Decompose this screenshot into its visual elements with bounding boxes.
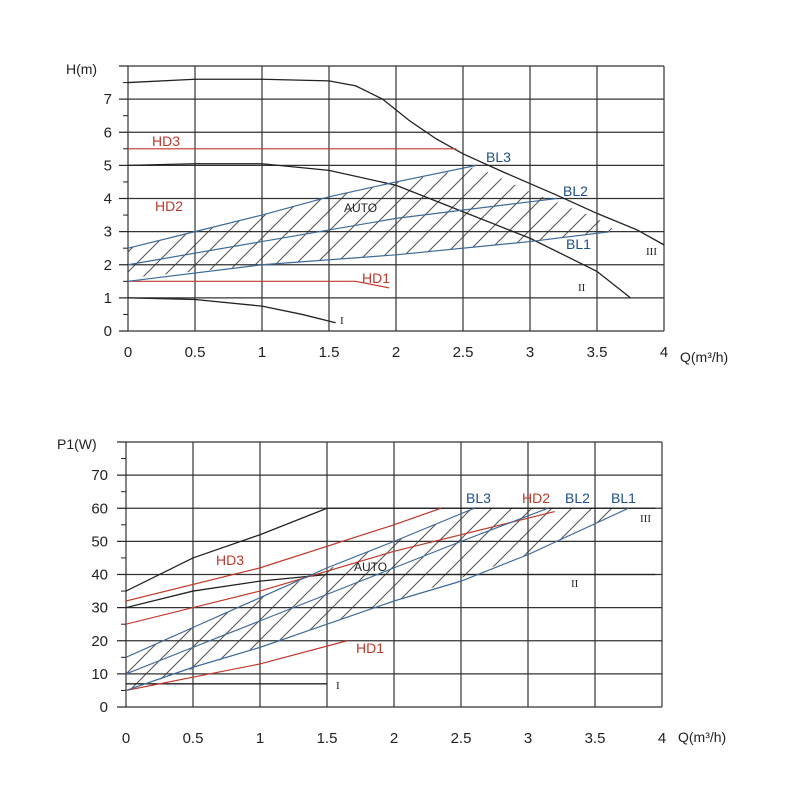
chart-power: 0 10 20 30 40 50 60 70 0 0.5 1 1.5 2 2.5 3 3.5 4 P1(W) Q(m… bbox=[57, 436, 726, 747]
x-tick-label: 2.5 bbox=[451, 730, 472, 747]
y-tick-label: 30 bbox=[91, 600, 108, 617]
curve-bl3 bbox=[125, 507, 475, 658]
chart-head: 0 1 2 3 4 5 6 7 0 0.5 1 1.5 2 2.5 3 3.5 4 H(m) Q(m³/h) HD3 H… bbox=[66, 61, 728, 365]
y-axis-label: P1(W) bbox=[57, 436, 97, 452]
x-tick-label: 1 bbox=[256, 730, 264, 747]
y-tick-label: 6 bbox=[104, 124, 112, 141]
label-i: I bbox=[336, 680, 340, 692]
x-tick-label: 3 bbox=[524, 730, 532, 747]
y-tick-label: 70 bbox=[91, 467, 108, 484]
x-tick-label: 4 bbox=[660, 344, 668, 361]
y-tick-label: 4 bbox=[104, 191, 112, 208]
x-tick-label: 2.5 bbox=[453, 344, 474, 361]
y-tick-label: 20 bbox=[91, 633, 108, 650]
curve-bl2 bbox=[125, 507, 549, 675]
y-tick-label: 0 bbox=[100, 699, 108, 716]
label-hd1: HD1 bbox=[362, 270, 390, 286]
label-hd2: HD2 bbox=[155, 198, 183, 214]
label-iii: III bbox=[640, 513, 651, 525]
label-hd2: HD2 bbox=[522, 490, 550, 506]
y-tick-label: 0 bbox=[104, 323, 112, 340]
y-tick-label: 5 bbox=[104, 157, 112, 174]
label-hd3: HD3 bbox=[216, 552, 244, 568]
y-tick-label: 40 bbox=[91, 567, 108, 584]
x-tick-label: 3 bbox=[526, 344, 534, 361]
curve-ii bbox=[125, 573, 656, 609]
x-tick-label: 0.5 bbox=[185, 344, 206, 361]
curve-iii bbox=[127, 78, 665, 246]
y-tick-label: 3 bbox=[104, 224, 112, 241]
label-bl3: BL3 bbox=[466, 490, 491, 506]
x-tick-label: 2 bbox=[390, 730, 398, 747]
curve-bl1 bbox=[127, 231, 611, 282]
label-iii: III bbox=[646, 246, 657, 258]
auto-hatched-area bbox=[126, 508, 629, 691]
label-bl2: BL2 bbox=[565, 490, 590, 506]
curve-bl2 bbox=[127, 197, 557, 266]
y-tick-label: 50 bbox=[91, 533, 108, 550]
x-tick-label: 2 bbox=[392, 344, 400, 361]
y-tick-label: 1 bbox=[104, 290, 112, 307]
label-bl1: BL1 bbox=[611, 490, 636, 506]
curve-bl1 bbox=[125, 507, 629, 692]
curve-hd3 bbox=[125, 507, 442, 602]
curve-hd1 bbox=[125, 640, 348, 692]
label-auto: AUTO bbox=[354, 560, 387, 574]
x-tick-label: 0 bbox=[122, 730, 130, 747]
label-auto: AUTO bbox=[344, 201, 377, 215]
x-axis-label: Q(m³/h) bbox=[680, 349, 728, 365]
label-bl3: BL3 bbox=[486, 149, 511, 165]
x-tick-label: 1 bbox=[258, 344, 266, 361]
y-tick-label: 60 bbox=[91, 500, 108, 517]
x-tick-label: 1.5 bbox=[319, 344, 340, 361]
curve-i bbox=[127, 297, 336, 324]
y-tick-label: 10 bbox=[91, 666, 108, 683]
label-bl1: BL1 bbox=[566, 236, 591, 252]
x-tick-label: 0.5 bbox=[183, 730, 204, 747]
y-axis-label: H(m) bbox=[66, 61, 97, 77]
x-tick-label: 3.5 bbox=[585, 730, 606, 747]
x-tick-label: 3.5 bbox=[587, 344, 608, 361]
curve-ii bbox=[127, 163, 631, 299]
label-ii: II bbox=[571, 578, 579, 590]
x-tick-label: 4 bbox=[658, 730, 666, 747]
x-tick-label: 1.5 bbox=[317, 730, 338, 747]
y-tick-label: 2 bbox=[104, 257, 112, 274]
label-i: I bbox=[340, 315, 344, 327]
label-ii: II bbox=[578, 282, 586, 294]
label-hd1: HD1 bbox=[356, 640, 384, 656]
label-hd3: HD3 bbox=[152, 133, 180, 149]
curve-iii bbox=[125, 507, 656, 592]
curve-bl3 bbox=[127, 164, 477, 249]
curve-hd2 bbox=[125, 510, 555, 625]
curve-hd1 bbox=[128, 280, 390, 289]
x-axis-label: Q(m³/h) bbox=[678, 729, 726, 745]
y-tick-label: 7 bbox=[104, 91, 112, 108]
label-bl2: BL2 bbox=[563, 183, 588, 199]
x-tick-label: 0 bbox=[124, 344, 132, 361]
